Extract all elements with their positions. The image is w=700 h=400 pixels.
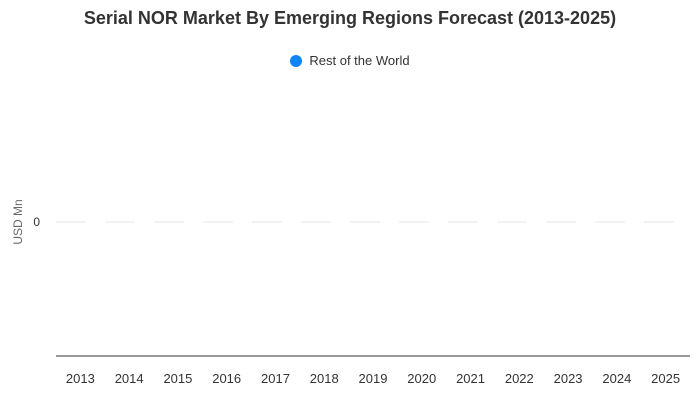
legend-item-rest-of-the-world[interactable]: Rest of the World (290, 53, 410, 68)
x-tick-label-2021: 2021 (456, 371, 485, 386)
x-tick-label-2022: 2022 (505, 371, 534, 386)
x-tick-label-2015: 2015 (163, 371, 192, 386)
chart-title: Serial NOR Market By Emerging Regions Fo… (83, 8, 617, 28)
legend-label: Rest of the World (309, 53, 410, 68)
x-tick-label-2025: 2025 (651, 371, 680, 386)
legend: Rest of the World (0, 53, 700, 68)
x-tick-label-2023: 2023 (554, 371, 583, 386)
x-tick-label-2020: 2020 (407, 371, 436, 386)
x-tick-label-2014: 2014 (115, 371, 144, 386)
y-tick-label: 0 (33, 215, 40, 229)
x-tick-label-2018: 2018 (310, 371, 339, 386)
x-tick-label-2024: 2024 (602, 371, 631, 386)
legend-swatch (290, 54, 303, 67)
x-tick-label-2016: 2016 (212, 371, 241, 386)
x-tick-label-2013: 2013 (66, 371, 95, 386)
x-tick-label-2017: 2017 (261, 371, 290, 386)
x-tick-label-2019: 2019 (359, 371, 388, 386)
